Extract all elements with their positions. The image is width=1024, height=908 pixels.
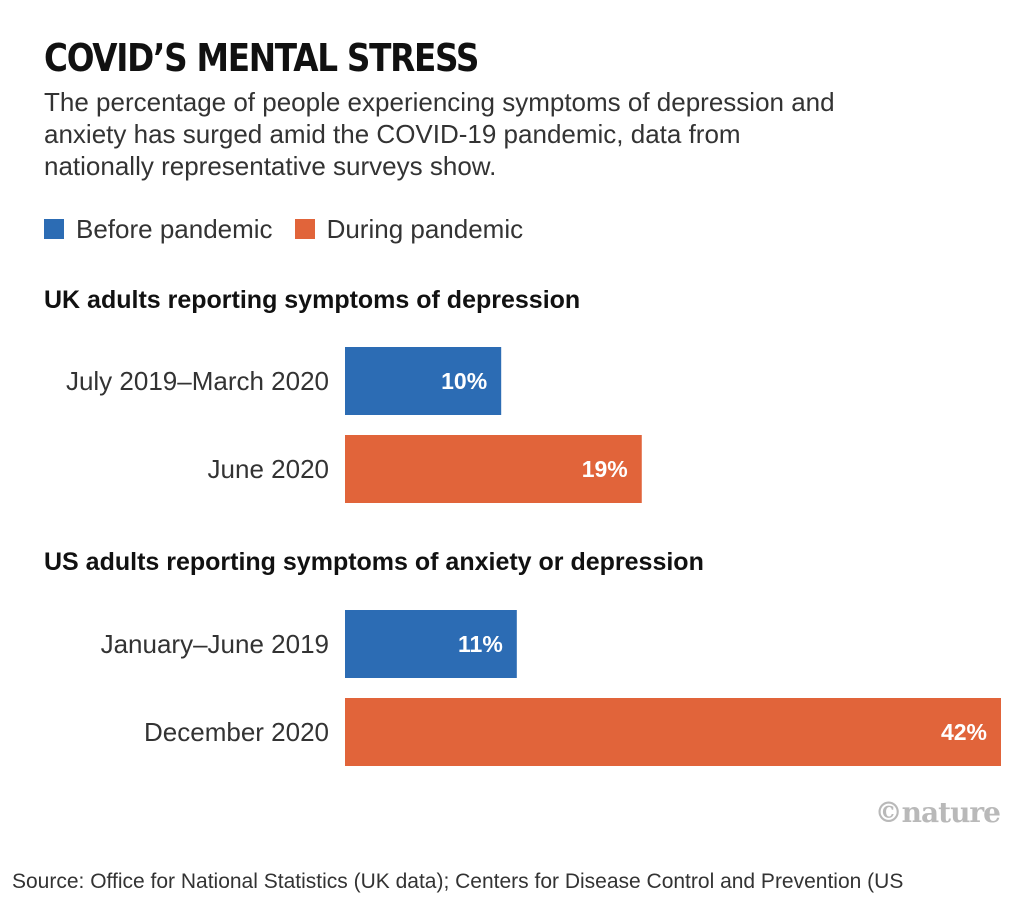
legend-swatch-during <box>294 219 315 239</box>
legend-label-during: During pandemic <box>326 213 524 244</box>
bar <box>345 435 642 503</box>
source-note: Source: Office for National Statistics (… <box>12 870 904 893</box>
category-label: July 2019–March 2020 <box>66 366 329 396</box>
bar-chart: July 2019–March 2020 10% June 2020 19% Janua… <box>66 347 1001 766</box>
category-label: January–June 2019 <box>101 629 329 659</box>
legend-swatch-before <box>44 219 64 239</box>
chart-subtitle: The percentage of people experiencing sy… <box>44 87 835 181</box>
legend-label-before: Before pandemic <box>76 213 273 244</box>
bar-value-label: 11% <box>458 631 503 657</box>
category-label: June 2020 <box>208 454 329 484</box>
legend-item-before: Before pandemic <box>44 214 273 245</box>
category-label: December 2020 <box>144 717 329 747</box>
bar <box>345 347 502 415</box>
panel-title-us: US adults reporting symptoms of anxiety … <box>44 548 704 576</box>
chart-title: COVID’S MENTAL STRESS <box>44 36 479 80</box>
panel-title-uk: UK adults reporting symptoms of depressi… <box>44 286 581 314</box>
bar-value-label: 10% <box>441 368 487 394</box>
legend: Before pandemic During pandemic <box>44 212 545 246</box>
bar-value-label: 19% <box>582 456 628 482</box>
legend-item-during: During pandemic <box>294 213 524 245</box>
bar-value-label: 42% <box>941 719 987 745</box>
nature-logo: ©nature <box>874 796 1001 829</box>
bar <box>345 698 1001 766</box>
bar <box>345 610 517 678</box>
